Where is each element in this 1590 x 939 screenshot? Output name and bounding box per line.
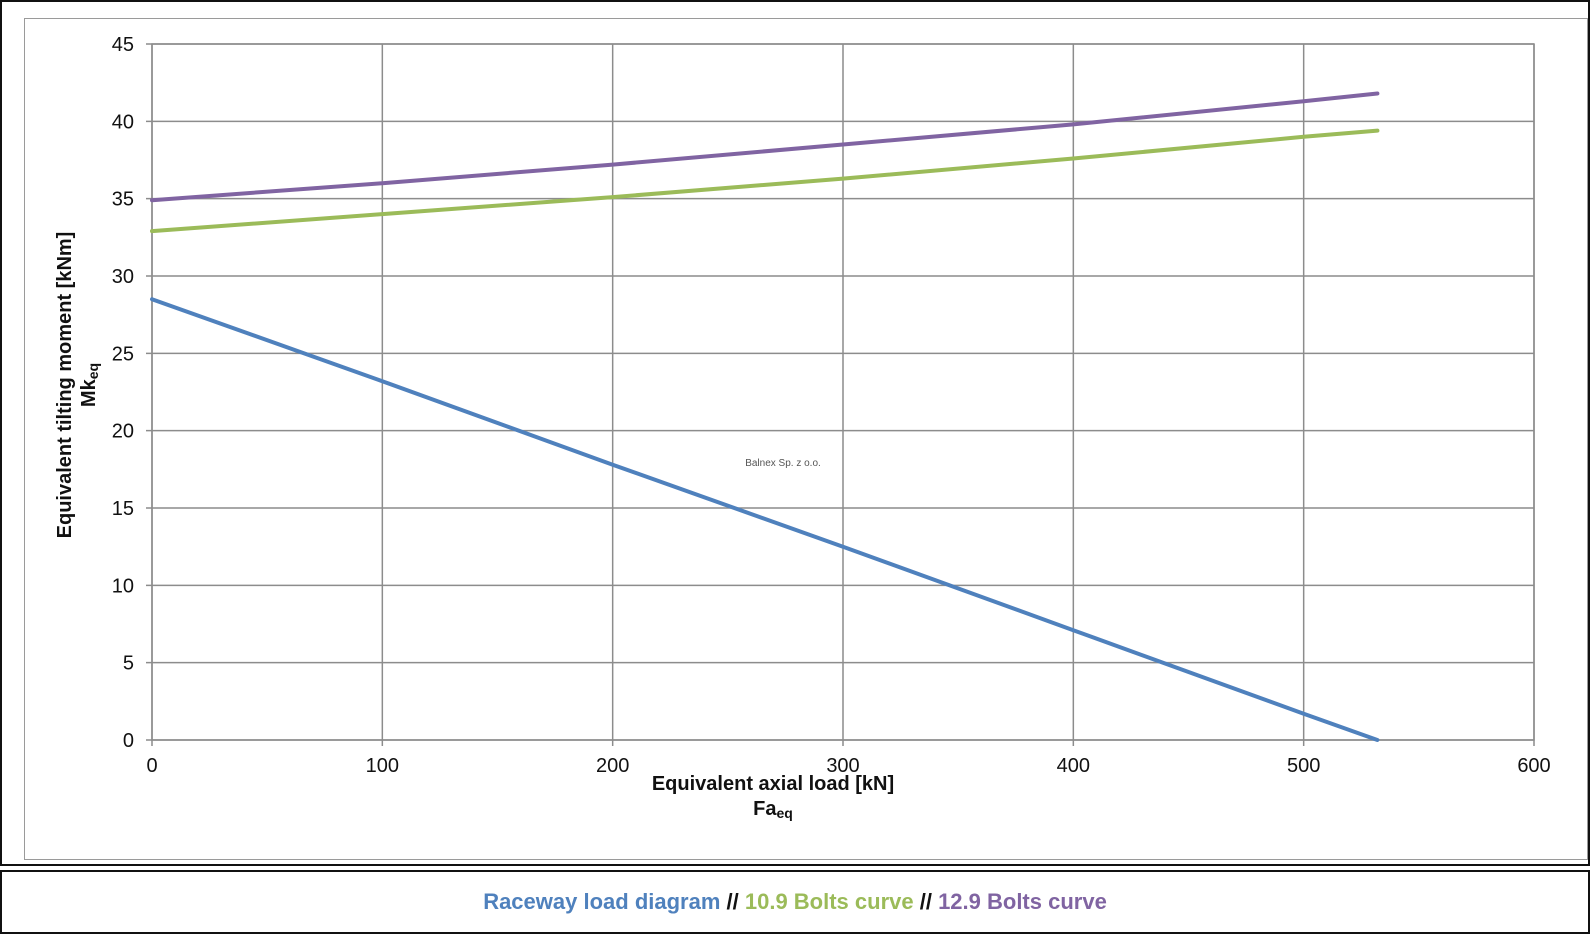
- y-tick-label: 40: [112, 111, 134, 133]
- y-tick-label: 30: [112, 266, 134, 288]
- grid-lines: [146, 43, 1535, 746]
- y-axis-subtitle-sub: eq: [85, 363, 101, 379]
- y-tick-label: 20: [112, 421, 134, 443]
- x-tick-label: 600: [1517, 755, 1550, 777]
- y-tick-label: 25: [112, 343, 134, 365]
- y-tick-label: 15: [112, 498, 134, 520]
- x-tick-labels: 0 100 200 300 400 500 600: [146, 755, 1550, 777]
- x-tick-label: 100: [366, 755, 399, 777]
- x-tick-label: 300: [826, 755, 859, 777]
- y-tick-label: 0: [123, 730, 134, 752]
- x-tick-label: 200: [596, 755, 629, 777]
- x-axis-subtitle-main: Fa: [753, 798, 777, 820]
- x-axis-title: Equivalent axial load [kN]: [652, 773, 894, 795]
- y-tick-labels: 0 5 10 15 20 25 30 35 40 45: [112, 34, 134, 752]
- y-tick-label: 10: [112, 575, 134, 597]
- chart-frame: [0, 0, 1590, 866]
- x-axis-subtitle-sub: eq: [777, 805, 793, 821]
- watermark-annotation: Balnex Sp. z o.o.: [745, 458, 821, 469]
- y-axis-subtitle-main: Mk: [78, 378, 100, 407]
- series-line-2: [150, 91, 1380, 203]
- line-chart: 0 100 200 300 400 500 600 0 5 10 15 20 25 30 35 40 45 B…: [54, 34, 1551, 821]
- legend: Raceway load diagram // 10.9 Bolts curve…: [0, 870, 1590, 934]
- legend-frame: [0, 870, 1590, 934]
- x-axis-subtitle: Faeq: [753, 798, 793, 821]
- series-lines: [150, 91, 1380, 742]
- series-line-0: [150, 297, 1380, 742]
- y-tick-label: 35: [112, 189, 134, 211]
- y-tick-label: 45: [112, 34, 134, 56]
- y-tick-label: 5: [123, 653, 134, 675]
- legend-separator: //: [913, 889, 939, 914]
- y-axis-title: Equivalent tilting moment [kNm]: [54, 232, 76, 539]
- legend-item-10-9-bolts: 10.9 Bolts curve: [744, 889, 914, 914]
- legend-item-12-9-bolts: 12.9 Bolts curve: [938, 889, 1107, 914]
- x-tick-label: 500: [1287, 755, 1320, 777]
- y-axis-subtitle: Mkeq: [78, 363, 101, 407]
- legend-separator: //: [720, 889, 745, 914]
- series-line-1: [150, 128, 1380, 234]
- legend-item-raceway: Raceway load diagram: [483, 889, 721, 914]
- x-tick-label: 400: [1057, 755, 1090, 777]
- x-tick-label: 0: [146, 755, 157, 777]
- plot-area-border: [24, 18, 1588, 860]
